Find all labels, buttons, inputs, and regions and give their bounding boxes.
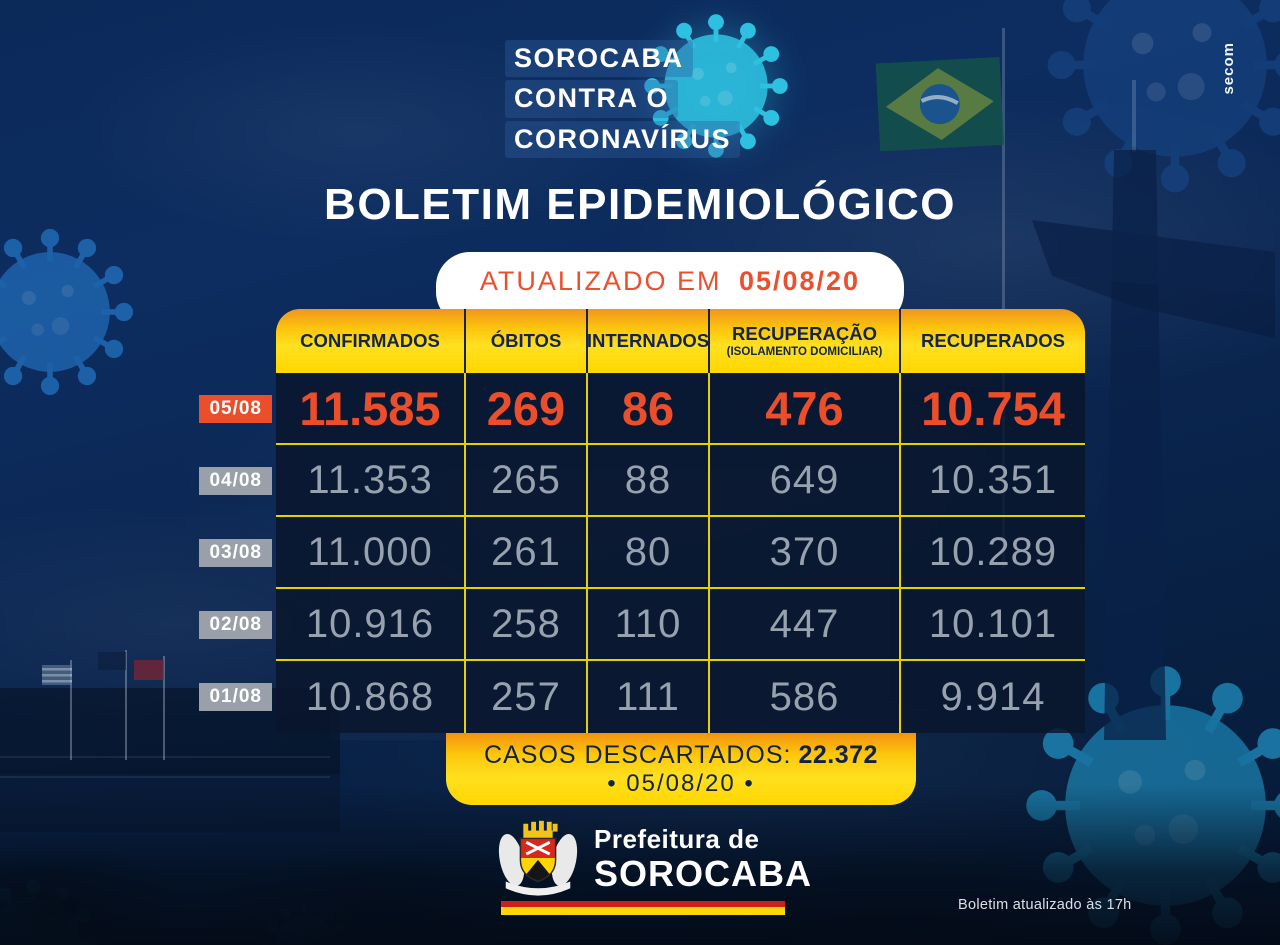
- date-chip: 01/08: [199, 683, 272, 711]
- sorocaba-coat-of-arms-icon: [498, 820, 578, 896]
- value-cell: 257: [466, 661, 588, 733]
- secom-watermark: secom: [1220, 42, 1237, 95]
- value-cell: 10.868: [276, 661, 466, 733]
- discarded-date: • 05/08/20 •: [607, 769, 755, 797]
- org-name: Prefeitura de SOROCABA: [594, 826, 812, 892]
- value-cell: 10.289: [901, 517, 1085, 589]
- date-chip: 04/08: [199, 467, 272, 495]
- value-cell: 11.585: [276, 373, 466, 445]
- value-cell: 88: [588, 445, 710, 517]
- flagpole: [70, 660, 72, 760]
- table-body: 11.585 269 86 476 10.754 11.353 265 88 6…: [276, 373, 1085, 733]
- coronavirus-icon: [0, 228, 134, 396]
- date-chip: 02/08: [199, 611, 272, 639]
- logo-line-3: CORONAVÍRUS: [505, 120, 741, 159]
- value-cell: 269: [466, 373, 588, 445]
- column-header-recuperados: RECUPERADOS: [921, 330, 1065, 352]
- value-cell: 261: [466, 517, 588, 589]
- tricolor-bar: [501, 901, 785, 915]
- flagpole: [1002, 28, 1005, 568]
- logo-line-1: SOROCABA: [505, 40, 693, 78]
- value-cell: 370: [710, 517, 901, 589]
- value-cell: 447: [710, 589, 901, 661]
- brazil-flag-icon: [875, 56, 1005, 152]
- page-title: BOLETIM EPIDEMIOLÓGICO: [324, 180, 956, 229]
- date-chip: 05/08: [199, 395, 272, 423]
- value-cell: 586: [710, 661, 901, 733]
- flag-icon: [134, 660, 164, 680]
- value-cell: 10.351: [901, 445, 1085, 517]
- updated-prefix: ATUALIZADO EM: [479, 266, 722, 296]
- flagpole: [125, 650, 127, 760]
- date-chip: 03/08: [199, 539, 272, 567]
- value-cell: 9.914: [940, 674, 1046, 719]
- org-line-2: SOROCABA: [594, 853, 813, 894]
- value-cell: 10.916: [276, 589, 466, 661]
- flagpole: [163, 656, 165, 760]
- value-cell: 11.353: [276, 445, 466, 517]
- railing: [0, 756, 330, 758]
- flag-icon: [42, 665, 72, 685]
- value-cell: 265: [466, 445, 588, 517]
- tower-silhouette: [1032, 80, 1275, 740]
- value-cell: 111: [588, 661, 710, 733]
- value-cell: 11.000: [276, 517, 466, 589]
- date-column: 05/08 04/08 03/08 02/08 01/08: [196, 373, 272, 733]
- flag-icon: [98, 652, 126, 670]
- value-cell: 110: [588, 589, 710, 661]
- value-cell: 258: [466, 589, 588, 661]
- campaign-logo: SOROCABA CONTRA O CORONAVÍRUS: [505, 40, 741, 161]
- value-cell: 649: [710, 445, 901, 517]
- footer-note: Boletim atualizado às 17h: [958, 897, 1132, 913]
- table-header: CONFIRMADOS ÓBITOS INTERNADOS RECUPERAÇÃ…: [276, 309, 1085, 373]
- value-cell: 86: [588, 373, 710, 445]
- column-header-confirmados: CONFIRMADOS: [276, 309, 466, 373]
- value-cell: 10.101: [901, 589, 1085, 661]
- data-table: CONFIRMADOS ÓBITOS INTERNADOS RECUPERAÇÃ…: [196, 309, 1085, 805]
- logo-line-2: CONTRA O: [505, 80, 678, 118]
- railing: [0, 776, 330, 778]
- value-cell: 10.754: [901, 373, 1085, 445]
- org-line-1: Prefeitura de: [594, 824, 760, 854]
- updated-date: 05/08/20: [738, 266, 861, 296]
- column-header-internados: INTERNADOS: [587, 309, 710, 373]
- discarded-value: 22.372: [798, 740, 878, 769]
- ground-silhouette: [0, 785, 1280, 945]
- discarded-badge: CASOS DESCARTADOS: 22.372 • 05/08/20 •: [446, 733, 916, 805]
- value-cell: 80: [588, 517, 710, 589]
- column-header-recuperacao: RECUPERAÇÃO (ISOLAMENTO DOMICILIAR): [710, 309, 901, 373]
- discarded-label: CASOS DESCARTADOS:: [484, 740, 792, 769]
- value-cell: 476: [710, 373, 901, 445]
- column-header-obitos: ÓBITOS: [466, 309, 588, 373]
